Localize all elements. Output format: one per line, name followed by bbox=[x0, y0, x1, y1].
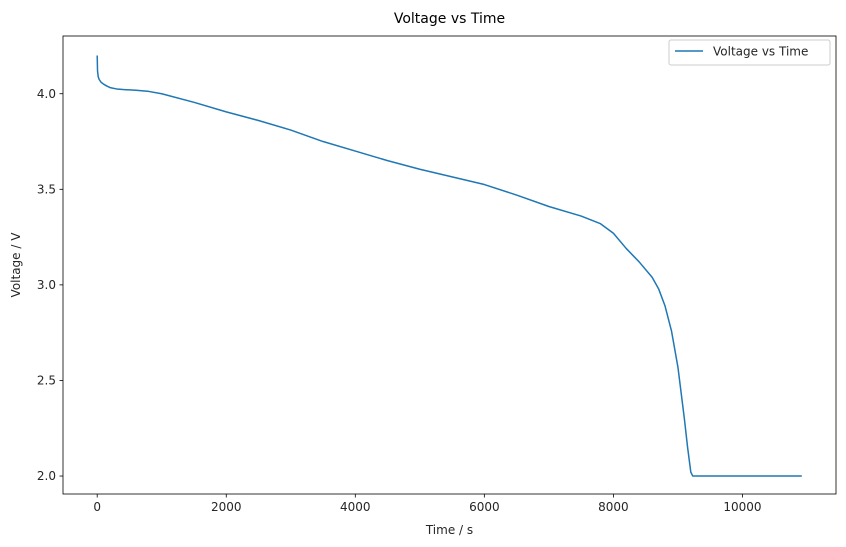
x-tick-label: 4000 bbox=[340, 500, 371, 514]
series-line-voltage bbox=[96, 55, 802, 477]
y-tick-label: 3.5 bbox=[37, 183, 56, 197]
y-tick-label: 4.0 bbox=[37, 87, 56, 101]
x-tick-label: 8000 bbox=[598, 500, 629, 514]
y-axis: 2.0 2.5 3.0 3.5 4.0 bbox=[37, 87, 63, 483]
x-tick-label: 2000 bbox=[211, 500, 242, 514]
legend: Voltage vs Time bbox=[668, 39, 831, 66]
x-tick-label: 10000 bbox=[723, 500, 761, 514]
legend-box bbox=[668, 39, 831, 66]
series-layer bbox=[96, 55, 802, 477]
x-tick-label: 6000 bbox=[469, 500, 500, 514]
x-axis-label: Time / s bbox=[425, 523, 473, 537]
plot-frame bbox=[62, 35, 837, 495]
y-tick-label: 3.0 bbox=[37, 278, 56, 292]
y-axis-label: Voltage / V bbox=[9, 232, 23, 298]
x-tick-label: 0 bbox=[93, 500, 101, 514]
y-tick-label: 2.5 bbox=[37, 374, 56, 388]
y-tick-label: 2.0 bbox=[37, 469, 56, 483]
legend-label: Voltage vs Time bbox=[713, 45, 808, 59]
x-axis: 0 2000 4000 6000 8000 10000 bbox=[93, 494, 762, 514]
chart-title: Voltage vs Time bbox=[394, 11, 505, 27]
